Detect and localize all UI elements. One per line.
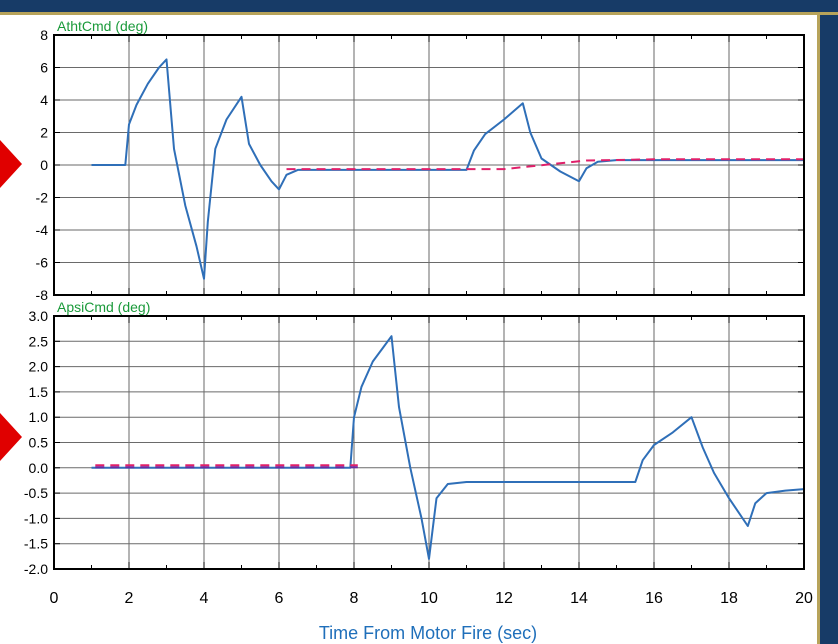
plot-frame <box>53 34 805 296</box>
x-tick-label: 14 <box>570 590 588 607</box>
y-tick-label: -8 <box>36 287 49 303</box>
x-tick-label: 10 <box>420 590 438 607</box>
y-tick-label: 1.0 <box>29 409 49 425</box>
y-tick-label: 1.5 <box>29 384 49 400</box>
x-tick-label: 16 <box>645 590 663 607</box>
y-tick-label: 0.0 <box>29 460 49 476</box>
y-tick-label: -2 <box>36 190 49 206</box>
series-line-2 <box>286 158 804 171</box>
panel-title: AthtCmd (deg) <box>57 18 148 34</box>
x-tick-label: 2 <box>125 590 134 607</box>
lower-chart-panel: 3.0 2.5 2.0 1.5 1.0 0.5 0.0 -0.5 -1.0 -1.5 -2.0 Aps… <box>24 299 805 577</box>
series-line-1 <box>91 335 805 560</box>
plot-frame <box>53 315 805 570</box>
x-tick-label: 12 <box>495 590 513 607</box>
x-axis-tick-labels: 0 2 4 6 8 10 12 14 16 18 20 <box>50 590 813 607</box>
lower-red-marker <box>0 413 22 461</box>
header-band-accent <box>0 12 838 15</box>
x-tick-label: 4 <box>200 590 209 607</box>
y-tick-label: 0 <box>40 157 48 173</box>
x-tick-label: 6 <box>275 590 284 607</box>
x-tick-label: 0 <box>50 590 59 607</box>
y-tick-label: 8 <box>40 27 48 43</box>
y-tick-label: 6 <box>40 60 48 76</box>
y-tick-label: -6 <box>36 255 49 271</box>
y-tick-label: -4 <box>36 222 49 238</box>
right-border-band <box>820 15 838 644</box>
upper-red-marker <box>0 140 22 188</box>
y-tick-label: -2.0 <box>24 561 48 577</box>
y-tick-label: 0.5 <box>29 435 49 451</box>
header-band <box>0 0 838 12</box>
x-tick-label: 8 <box>350 590 359 607</box>
y-tick-label: 2 <box>40 125 48 141</box>
y-tick-label: -1.0 <box>24 510 48 526</box>
y-tick-label: 3.0 <box>29 308 49 324</box>
upper-chart-panel: 8 6 4 2 0 -2 -4 -6 -8 AthtCmd (deg) <box>36 18 805 303</box>
x-axis-title: Time From Motor Fire (sec) <box>319 623 537 643</box>
y-tick-label: 4 <box>40 92 48 108</box>
y-tick-label: -0.5 <box>24 485 48 501</box>
x-tick-label: 18 <box>720 590 738 607</box>
y-tick-label: 2.0 <box>29 359 49 375</box>
panel-title: ApsiCmd (deg) <box>57 299 150 315</box>
series-line-1 <box>91 58 804 280</box>
y-tick-label: 2.5 <box>29 333 49 349</box>
y-tick-label: -1.5 <box>24 536 48 552</box>
x-tick-label: 20 <box>795 590 813 607</box>
right-border-accent <box>817 15 820 644</box>
